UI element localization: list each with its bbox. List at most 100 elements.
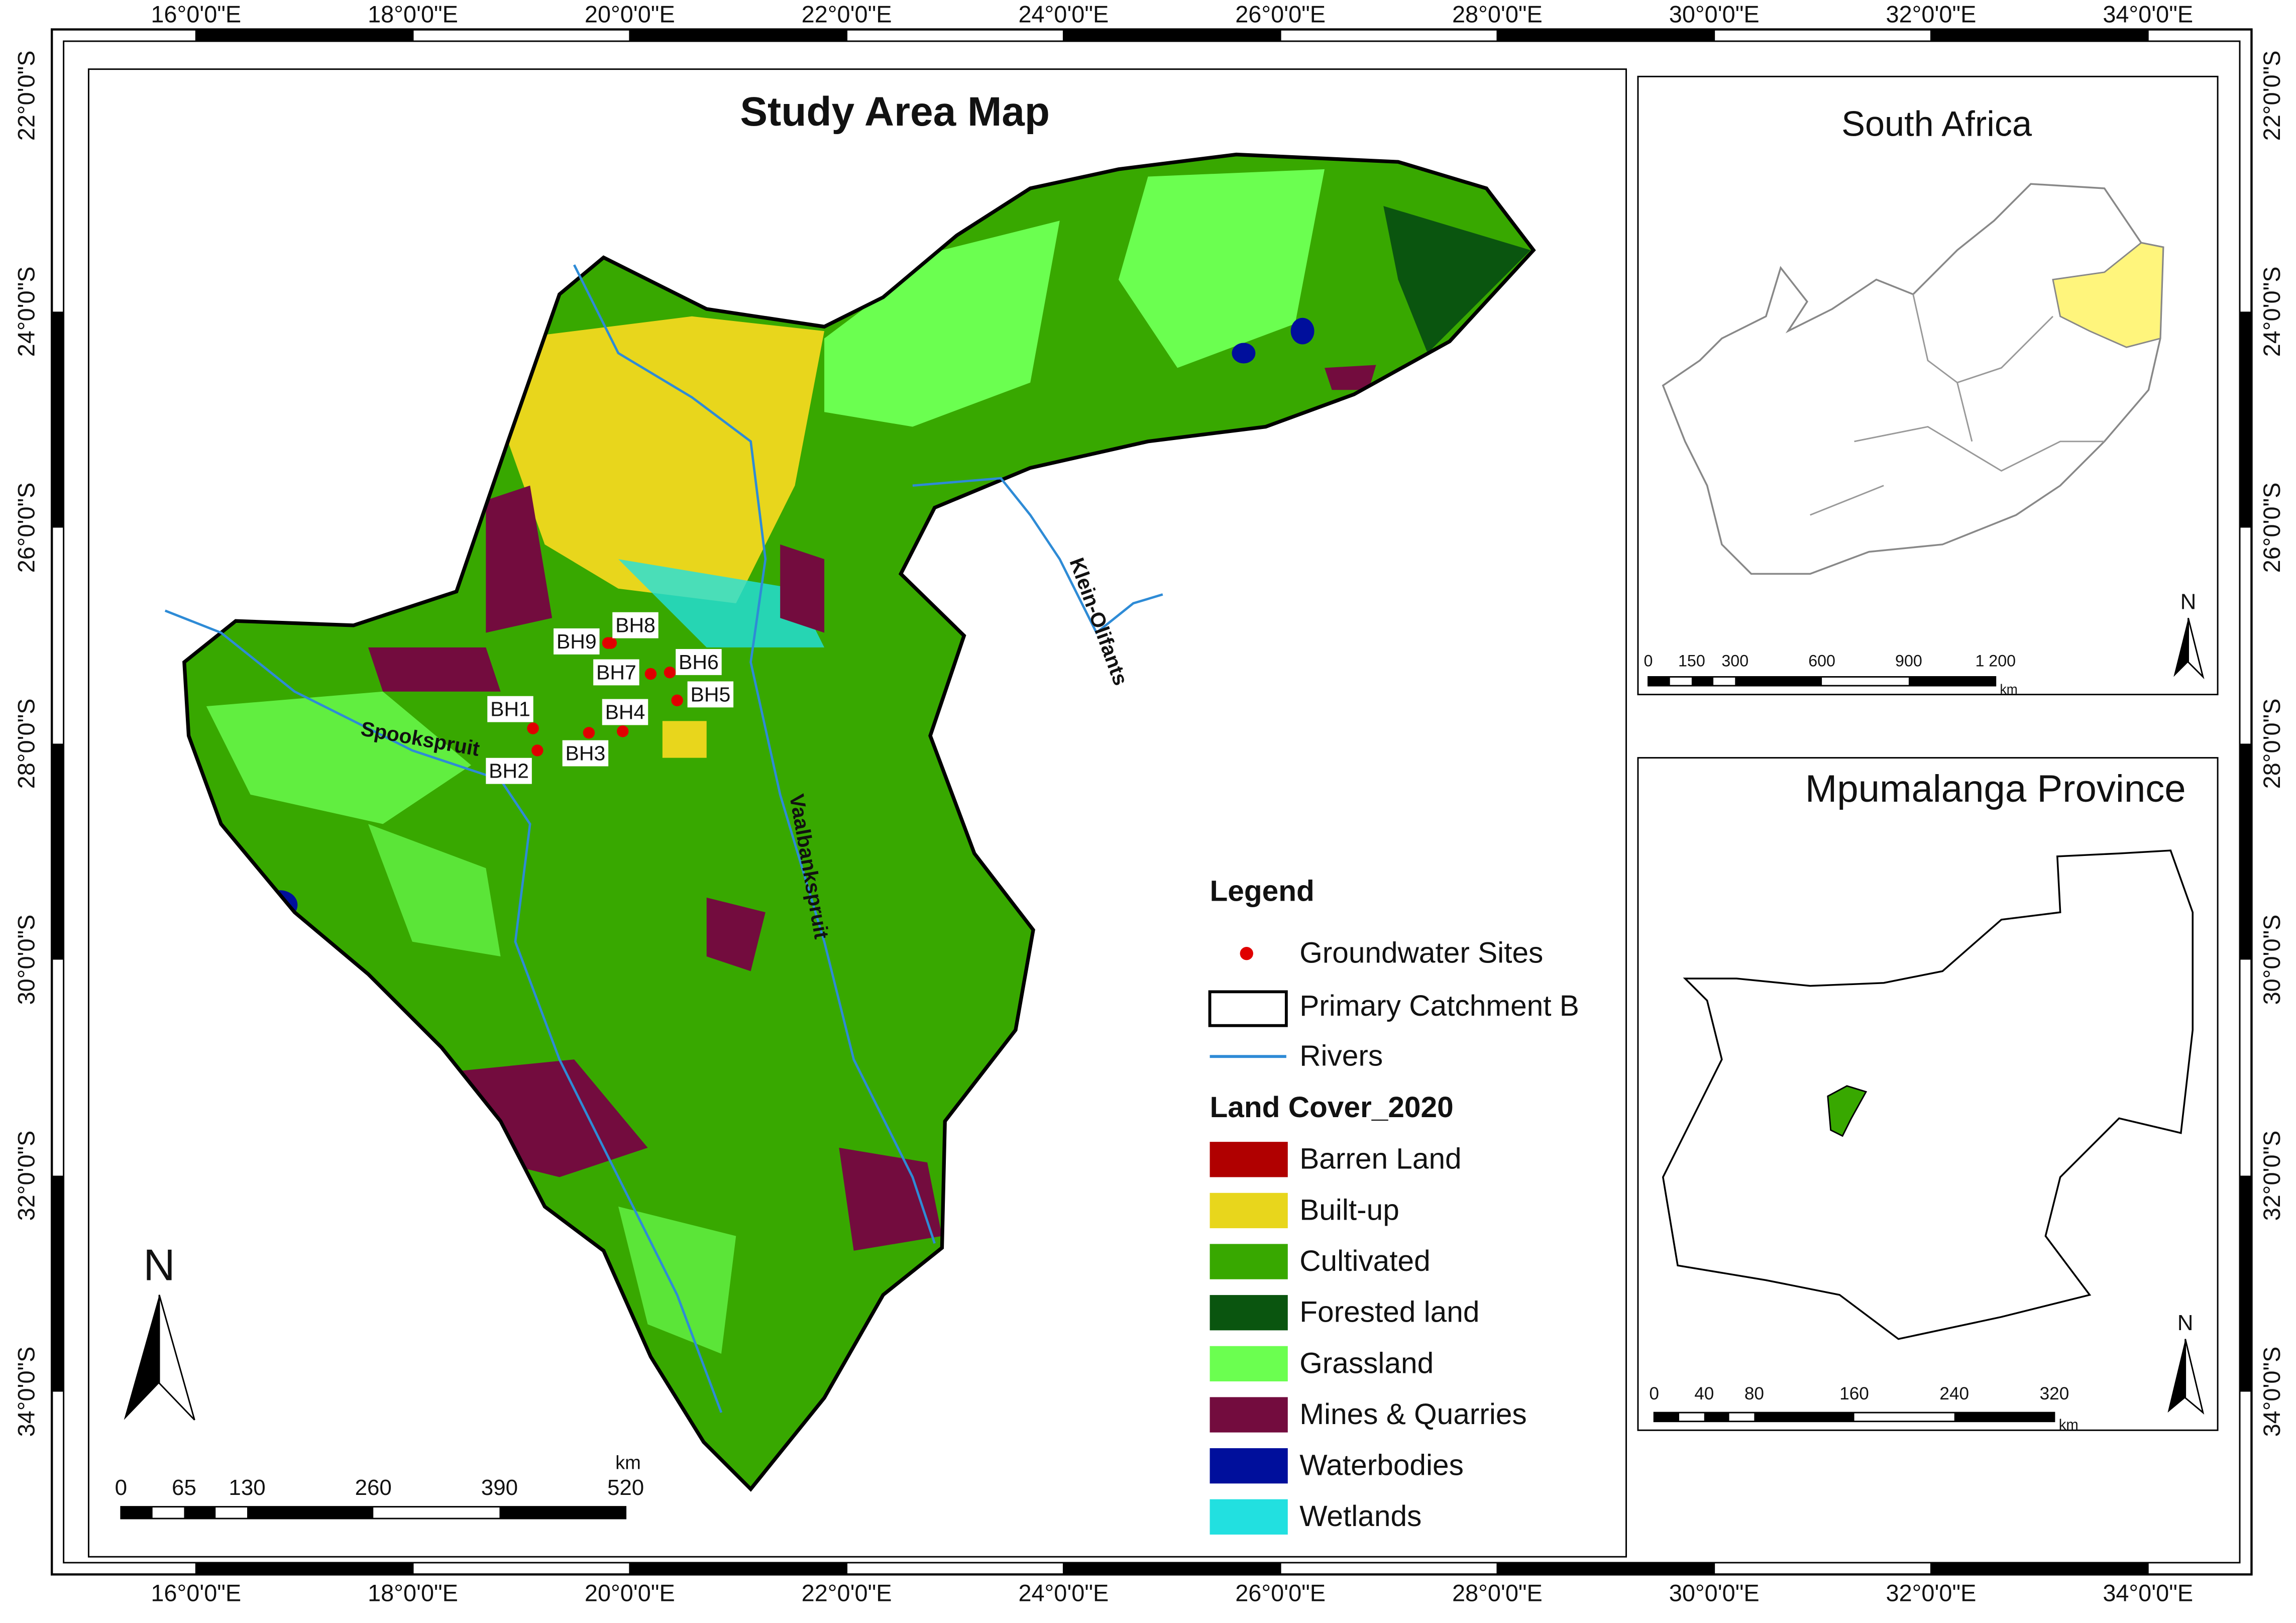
latitude-label: 24°0'0"S	[2259, 267, 2285, 357]
mines-area	[706, 897, 766, 971]
longitude-label: 32°0'0"E	[1886, 2, 1977, 28]
legend-class-label: Wetlands	[1299, 1500, 1422, 1533]
scale-label: 160	[1839, 1384, 1869, 1403]
scale-bar: 0 40 80 160 240 320 km	[1649, 1384, 2078, 1433]
latitude-label: 32°0'0"S	[2259, 1131, 2285, 1221]
latitude-label: 26°0'0"S	[2259, 483, 2285, 573]
site-point	[583, 727, 595, 739]
built-up-area	[662, 721, 707, 758]
scale-bar-segment	[1735, 677, 1822, 686]
latitude-label: 32°0'0"S	[14, 1131, 40, 1221]
north-arrow	[158, 1294, 195, 1421]
latitude-label: 34°0'0"S	[2259, 1347, 2285, 1437]
site-point	[531, 744, 543, 756]
scale-bar-segment	[1908, 677, 1996, 686]
scale-label: 130	[229, 1475, 265, 1500]
scale-label: 520	[607, 1475, 644, 1500]
river-line	[912, 477, 1163, 635]
site-label: BH1	[490, 698, 530, 721]
site-label-box	[486, 758, 532, 784]
scale-label: 40	[1694, 1384, 1714, 1403]
frame-segment	[1497, 29, 1714, 42]
frame-segment	[1497, 1562, 1714, 1575]
north-arrow	[2188, 617, 2205, 680]
scale-label: 300	[1721, 652, 1748, 670]
legend-swatch	[1210, 1142, 1288, 1177]
main-map-title: Study Area Map	[740, 89, 1050, 135]
north-arrow	[2167, 1339, 2185, 1413]
longitude-label: 16°0'0"E	[151, 1580, 241, 1606]
scale-bar-segment	[499, 1506, 626, 1519]
legend-class-label: Mines & Quarries	[1299, 1398, 1527, 1431]
scale-bar: 0 150 300 600 900 1 200 km	[1644, 652, 2017, 697]
grassland-area	[824, 221, 1060, 427]
legend-item: Primary Catchment B	[1299, 990, 1579, 1022]
site-point	[664, 666, 676, 679]
longitude-label: 24°0'0"E	[1018, 1580, 1109, 1606]
legend-item: Groundwater Sites	[1299, 937, 1543, 969]
site-label: BH7	[596, 661, 636, 684]
mines-area	[486, 485, 553, 633]
scale-label: 260	[355, 1475, 392, 1500]
legend-classes: Barren Land Built-up Cultivated Forested la…	[1210, 1142, 1527, 1535]
catchment-locator	[1827, 1085, 1868, 1137]
site-label-box	[687, 681, 734, 708]
latitude-label: 26°0'0"S	[14, 483, 40, 573]
longitude-label: 20°0'0"E	[585, 1580, 675, 1606]
longitude-label: 26°0'0"E	[1235, 2, 1326, 28]
longitude-label: 18°0'0"E	[368, 2, 458, 28]
longitude-label: 30°0'0"E	[1669, 1580, 1760, 1606]
scale-unit: km	[2059, 1417, 2079, 1433]
legend-class-label: Cultivated	[1299, 1245, 1430, 1277]
scale-label: 900	[1895, 652, 1922, 670]
site-label-box	[562, 740, 609, 767]
frame-segment	[1931, 29, 2148, 42]
longitude-label: 30°0'0"E	[1669, 2, 1760, 28]
scale-bar-segment	[1654, 1413, 1679, 1422]
latitude-label: 22°0'0"S	[14, 50, 40, 141]
longitude-label: 18°0'0"E	[368, 1580, 458, 1606]
scale-bar-segment	[184, 1506, 216, 1519]
north-label: N	[2180, 590, 2197, 614]
grassland-area	[368, 824, 501, 957]
legend-class-label: Forested land	[1299, 1296, 1479, 1329]
legend-class-label: Waterbodies	[1299, 1449, 1464, 1482]
site-label: BH9	[557, 630, 597, 653]
province-borders	[1810, 294, 2105, 516]
longitude-label: 28°0'0"E	[1452, 1580, 1543, 1606]
site-point	[617, 725, 629, 737]
frame-segment	[52, 743, 64, 960]
legend-swatch	[1210, 1244, 1288, 1279]
wetland-area	[618, 559, 825, 647]
latitude-label: 30°0'0"S	[2259, 915, 2285, 1005]
forest-area	[1383, 206, 1531, 354]
frame-segment	[1063, 29, 1281, 42]
latitude-label: 30°0'0"S	[14, 915, 40, 1005]
site-label-box	[602, 699, 648, 725]
legend-swatch	[1210, 1295, 1288, 1331]
rivers	[164, 264, 1163, 1413]
longitude-label: 32°0'0"E	[1886, 1580, 1977, 1606]
site-label: BH3	[566, 742, 606, 765]
inset-title: Mpumalanga Province	[1805, 768, 2186, 810]
site-label: BH2	[489, 760, 529, 783]
grassland-area	[206, 691, 472, 824]
site-label: BH6	[679, 651, 719, 674]
scale-label: 0	[115, 1475, 127, 1500]
frame-segment	[1063, 1562, 1281, 1575]
frame-segment	[629, 1562, 847, 1575]
inset-title: South Africa	[1841, 103, 2032, 143]
longitude-label: 16°0'0"E	[151, 2, 241, 28]
site-point	[602, 637, 614, 649]
grassland-area	[618, 1207, 736, 1354]
scale-label: 390	[481, 1475, 518, 1500]
north-label: N	[2177, 1311, 2194, 1335]
legend-subtitle: Land Cover_2020	[1210, 1091, 1454, 1124]
frame-segment	[2240, 311, 2252, 528]
legend-swatch	[1210, 1397, 1288, 1433]
site-label-box	[612, 612, 659, 638]
legend-catchment-symbol	[1208, 990, 1288, 1027]
scale-label: 600	[1808, 652, 1835, 670]
